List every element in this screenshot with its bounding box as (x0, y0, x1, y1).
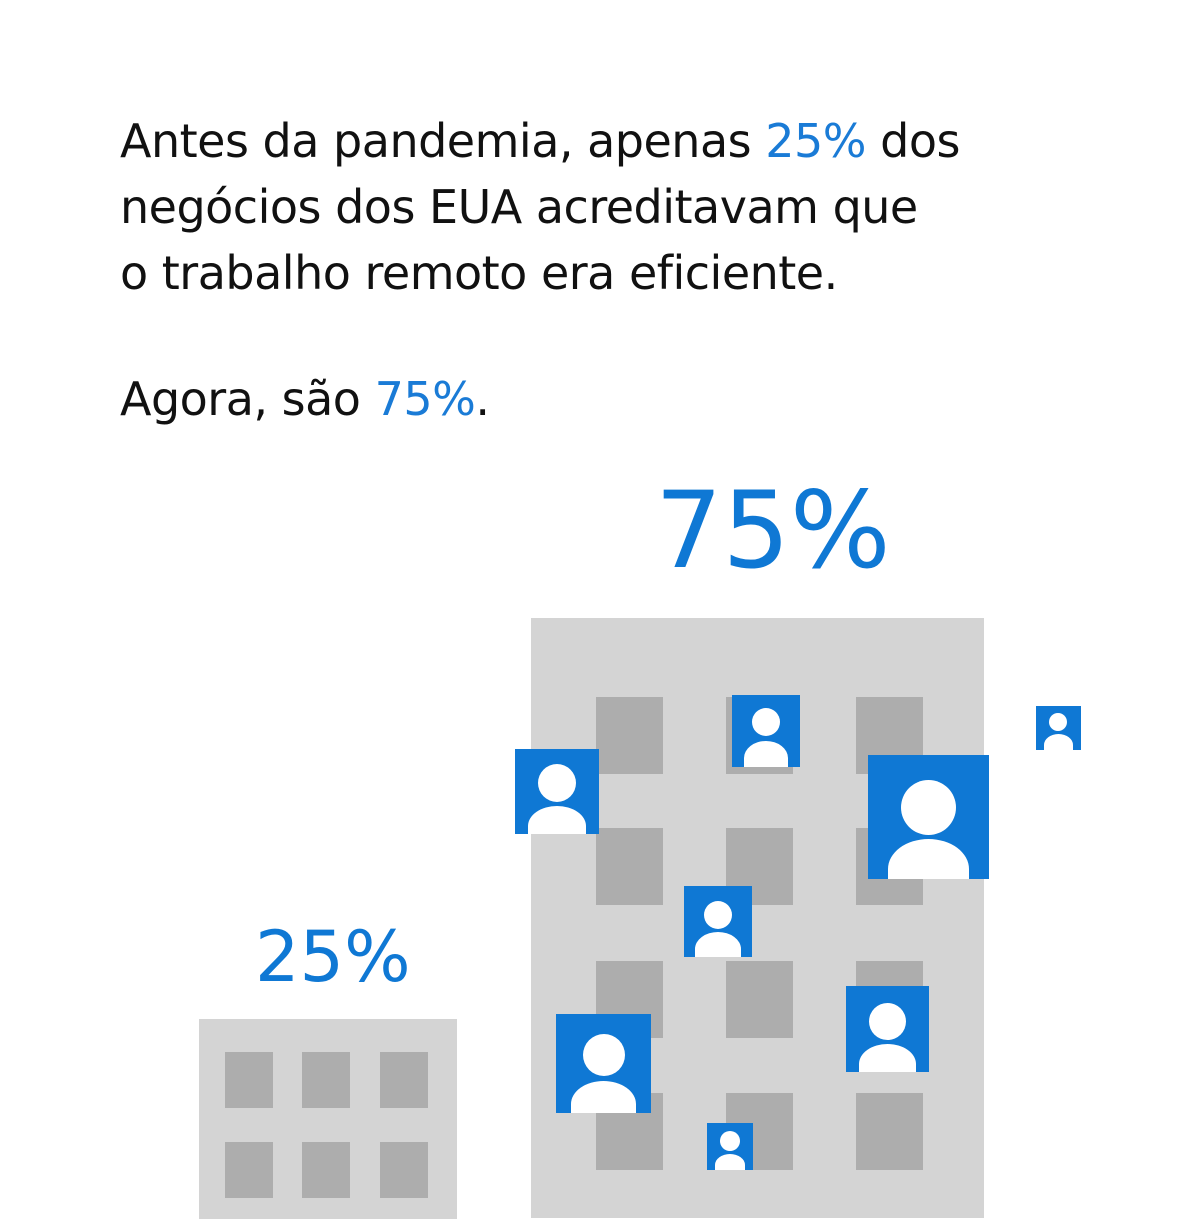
headline-text: Antes da pandemia, apenas (120, 114, 766, 168)
subheadline-period: . (475, 372, 490, 426)
building-window (302, 1142, 350, 1198)
subheadline-text: Agora, são (120, 372, 375, 426)
building-window (596, 697, 663, 774)
headline-line-3: o trabalho remoto era eficiente. (120, 246, 838, 300)
headline-percent-before: 25% (765, 114, 866, 168)
person-icon (556, 1014, 651, 1113)
building-window (380, 1142, 428, 1198)
building-window (380, 1052, 428, 1108)
headline: Antes da pandemia, apenas 25% dos negóci… (120, 108, 1120, 306)
subheadline-percent-now: 75% (374, 372, 476, 426)
headline-text: dos (866, 114, 960, 168)
label-75-percent: 75% (655, 469, 891, 592)
person-icon (1036, 706, 1081, 750)
person-icon (846, 986, 929, 1072)
headline-line-1: Antes da pandemia, apenas 25% dos (120, 108, 1120, 174)
building-window (302, 1052, 350, 1108)
building-window (726, 961, 793, 1038)
subheadline: Agora, são 75%. (120, 366, 490, 432)
person-icon (868, 755, 989, 879)
headline-line-2: negócios dos EUA acreditavam que (120, 180, 918, 234)
label-25-percent: 25% (255, 916, 411, 998)
building-window (856, 1093, 923, 1170)
person-icon (707, 1123, 753, 1170)
small-building-icon (199, 1019, 457, 1219)
person-icon (732, 695, 800, 767)
building-window (225, 1052, 273, 1108)
person-icon (684, 886, 752, 957)
building-window (225, 1142, 273, 1198)
person-icon (515, 749, 599, 834)
building-window (596, 828, 663, 905)
